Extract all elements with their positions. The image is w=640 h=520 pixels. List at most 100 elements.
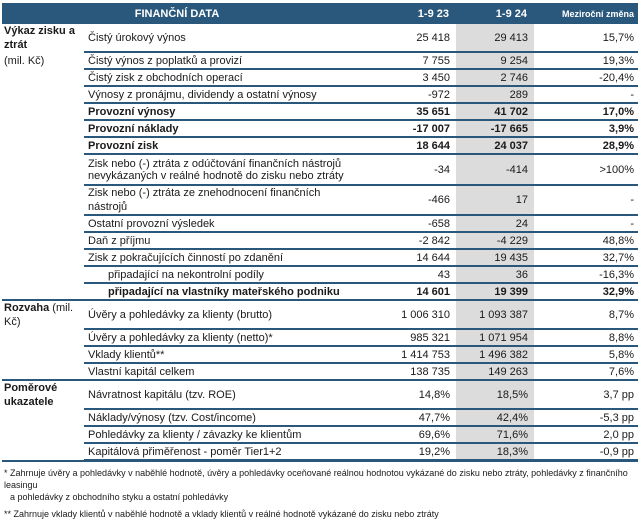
section-label-cell [2, 249, 84, 266]
change-cell: 7,6% [534, 363, 638, 381]
table-row: Provozní výnosy 35 651 41 702 17,0% [2, 103, 638, 121]
column-header-change: Meziroční změna [534, 3, 638, 24]
change-cell: 3,7 pp [534, 380, 638, 410]
table-row: připadající na nekontrolní podíly 43 36 -16… [2, 266, 638, 284]
section-label-cell [2, 329, 84, 346]
row-label-cell: Náklady/výnosy (tzv. Cost/income) [84, 409, 352, 427]
change-cell: 28,9% [534, 137, 638, 155]
row-label-cell: Návratnost kapitálu (tzv. ROE) [84, 380, 352, 410]
value-prev-cell: 985 321 [352, 329, 456, 347]
footnote-1: * Zahrnuje úvěry a pohledávky v naběhlé … [4, 468, 628, 490]
row-label-cell: Vlastní kapitál celkem [84, 363, 352, 381]
table-row: Rozvaha (mil. Kč) Úvěry a pohledávky za k… [2, 300, 638, 330]
row-label-cell: Výnosy z pronájmu, dividendy a ostatní v… [84, 86, 352, 104]
section-label-cell [2, 283, 84, 301]
value-curr-cell: 36 [456, 266, 534, 284]
row-label-cell: Úvěry a pohledávky za klienty (brutto) [84, 300, 352, 330]
value-curr-cell: 1 071 954 [456, 329, 534, 347]
value-prev-cell: 47,7% [352, 409, 456, 427]
value-curr-cell: -414 [456, 154, 534, 186]
change-cell: - [534, 86, 638, 104]
row-label-cell: Zisk nebo (-) ztráta ze znehodnocení fin… [84, 185, 352, 216]
change-cell: -20,4% [534, 69, 638, 87]
value-curr-cell: 18,3% [456, 443, 534, 462]
column-header-period-prev: 1-9 23 [352, 3, 456, 24]
value-curr-cell: 19 435 [456, 249, 534, 267]
table-row: Poměrové ukazatele Návratnost kapitálu (t… [2, 380, 638, 410]
value-curr-cell: 1 093 387 [456, 300, 534, 330]
section-label-cell [2, 346, 84, 363]
change-cell: 8,8% [534, 329, 638, 347]
value-curr-cell: 9 254 [456, 52, 534, 70]
change-cell: 17,0% [534, 103, 638, 121]
table-row: připadající na vlastníky mateřského podn… [2, 283, 638, 301]
table-body: Výkaz zisku a ztrát Čistý úrokový výnos 25… [2, 24, 638, 462]
table-row: Ostatní provozní výsledek -658 24- [2, 215, 638, 233]
change-cell: 19,3% [534, 52, 638, 70]
value-prev-cell: -2 842 [352, 232, 456, 250]
row-label-cell: připadající na nekontrolní podíly [84, 266, 352, 284]
change-cell: 15,7% [534, 24, 638, 53]
value-prev-cell: -34 [352, 154, 456, 186]
section-label-cell [2, 69, 84, 86]
section-label-cell [2, 103, 84, 120]
value-prev-cell: 18 644 [352, 137, 456, 155]
table-row: Vlastní kapitál celkem 138 735 149 263 7,6% [2, 363, 638, 381]
value-curr-cell: -4 229 [456, 232, 534, 250]
section-label-cell [2, 232, 84, 249]
value-curr-cell: 2 746 [456, 69, 534, 87]
change-cell: >100% [534, 154, 638, 186]
change-cell: 5,8% [534, 346, 638, 364]
value-prev-cell: 19,2% [352, 443, 456, 462]
table-title: FINANČNÍ DATA [2, 3, 352, 24]
value-curr-cell: 24 037 [456, 137, 534, 155]
table-row: Kapitálová přiměřenost - poměr Tier1+2 19… [2, 443, 638, 462]
value-curr-cell: 42,4% [456, 409, 534, 427]
change-cell: - [534, 215, 638, 233]
value-prev-cell: 3 450 [352, 69, 456, 87]
column-header-period-curr: 1-9 24 [456, 3, 534, 24]
change-cell: -16,3% [534, 266, 638, 284]
row-label-cell: Provozní výnosy [84, 103, 352, 121]
value-curr-cell: 71,6% [456, 426, 534, 444]
section-label-cell [2, 363, 84, 381]
table-row: (mil. Kč) Čistý výnos z poplatků a proviz… [2, 52, 638, 70]
change-cell: 8,7% [534, 300, 638, 330]
change-cell: 3,9% [534, 120, 638, 138]
row-label-cell: Úvěry a pohledávky za klienty (netto)* [84, 329, 352, 347]
change-cell: -5,3 pp [534, 409, 638, 427]
value-curr-cell: 289 [456, 86, 534, 104]
table-row: Náklady/výnosy (tzv. Cost/income) 47,7% 42… [2, 409, 638, 427]
row-label-cell: Čistý výnos z poplatků a provizí [84, 52, 352, 70]
table-row: Výkaz zisku a ztrát Čistý úrokový výnos 25… [2, 24, 638, 53]
value-prev-cell: 35 651 [352, 103, 456, 121]
table-row: Zisk z pokračujících činností po zdanění… [2, 249, 638, 267]
value-prev-cell: -972 [352, 86, 456, 104]
section-label-cell [2, 137, 84, 154]
row-label-cell: Pohledávky za klienty / závazky ke klien… [84, 426, 352, 444]
change-cell: - [534, 185, 638, 216]
table-row: Výnosy z pronájmu, dividendy a ostatní v… [2, 86, 638, 104]
value-prev-cell: -17 007 [352, 120, 456, 138]
value-curr-cell: 149 263 [456, 363, 534, 381]
value-prev-cell: 14,8% [352, 380, 456, 410]
value-curr-cell: 1 496 382 [456, 346, 534, 364]
value-curr-cell: 17 [456, 185, 534, 216]
value-prev-cell: 1 006 310 [352, 300, 456, 330]
table-row: Zisk nebo (-) ztráta z odúčtování finanč… [2, 154, 638, 186]
table-row: Daň z příjmu -2 842 -4 229 48,8% [2, 232, 638, 250]
value-prev-cell: 14 644 [352, 249, 456, 267]
change-cell: 32,7% [534, 249, 638, 267]
row-label-cell: Čistý úrokový výnos [84, 24, 352, 53]
row-label-cell: Zisk z pokračujících činností po zdanění [84, 249, 352, 267]
row-label-cell: Ostatní provozní výsledek [84, 215, 352, 233]
row-label-cell: Vklady klientů** [84, 346, 352, 364]
section-label-cell [2, 426, 84, 443]
change-cell: 2,0 pp [534, 426, 638, 444]
value-prev-cell: 7 755 [352, 52, 456, 70]
row-label-cell: Provozní zisk [84, 137, 352, 155]
section-label-cell: (mil. Kč) [4, 54, 45, 67]
value-curr-cell: -17 665 [456, 120, 534, 138]
section-label-cell: Poměrové ukazatele [4, 382, 58, 408]
